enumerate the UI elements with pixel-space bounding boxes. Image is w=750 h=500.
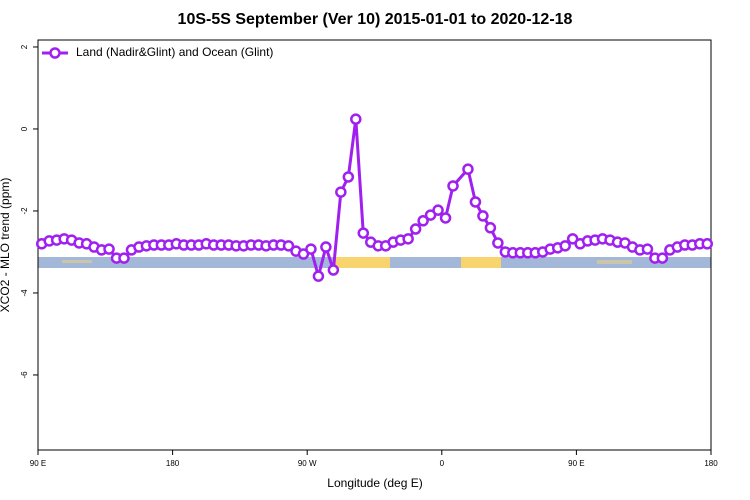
x-axis-label: Longitude (deg E) bbox=[327, 476, 422, 490]
data-point bbox=[484, 222, 497, 234]
data-point bbox=[559, 240, 571, 252]
legend-label: Land (Nadir&Glint) and Ocean (Glint) bbox=[76, 45, 273, 59]
map-strip bbox=[38, 257, 711, 268]
data-point bbox=[566, 233, 579, 245]
land-strip bbox=[461, 257, 501, 268]
data-point bbox=[701, 238, 714, 250]
data-point bbox=[342, 171, 355, 183]
legend: Land (Nadir&Glint) and Ocean (Glint) bbox=[42, 45, 273, 59]
series-line bbox=[41, 117, 708, 278]
data-point bbox=[424, 209, 437, 221]
data-point bbox=[656, 252, 669, 264]
y-tick-label: 0 bbox=[20, 126, 29, 131]
x-tick-label: 180 bbox=[166, 459, 180, 468]
y-tick-label: -6 bbox=[20, 371, 29, 379]
data-point bbox=[312, 270, 325, 282]
data-point bbox=[409, 223, 422, 235]
data-point bbox=[417, 215, 429, 227]
data-point bbox=[469, 196, 482, 208]
data-point bbox=[350, 113, 362, 125]
data-point bbox=[327, 264, 340, 276]
land-strip bbox=[333, 257, 390, 268]
data-point bbox=[492, 237, 504, 249]
legend-marker bbox=[49, 47, 61, 59]
data-point bbox=[432, 204, 444, 216]
chart-title: 10S-5S September (Ver 10) 2015-01-01 to … bbox=[178, 11, 573, 28]
data-point bbox=[357, 227, 370, 239]
y-axis-label: XCO2 - MLO trend (ppm) bbox=[0, 178, 12, 313]
land-strip bbox=[597, 260, 632, 264]
data-point bbox=[335, 186, 347, 198]
x-tick-label: 90 E bbox=[568, 459, 584, 468]
data-point bbox=[103, 243, 115, 255]
y-tick-label: 2 bbox=[20, 44, 29, 49]
data-point bbox=[462, 163, 474, 175]
data-point bbox=[477, 210, 489, 222]
data-point bbox=[447, 180, 459, 192]
data-point bbox=[320, 241, 332, 253]
data-point bbox=[297, 248, 310, 260]
data-point bbox=[118, 252, 130, 264]
x-tick-label: 90 W bbox=[298, 459, 317, 468]
x-tick-label: 90 E bbox=[30, 459, 46, 468]
y-tick-label: -4 bbox=[20, 289, 29, 297]
land-strip bbox=[62, 260, 92, 263]
data-point bbox=[439, 212, 452, 224]
data-point bbox=[305, 243, 317, 255]
x-tick-label: 180 bbox=[704, 459, 718, 468]
x-tick-label: 0 bbox=[440, 459, 445, 468]
data-point bbox=[402, 233, 414, 245]
data-point bbox=[641, 243, 654, 255]
data-point bbox=[282, 240, 295, 252]
y-tick-label: -2 bbox=[20, 207, 29, 215]
